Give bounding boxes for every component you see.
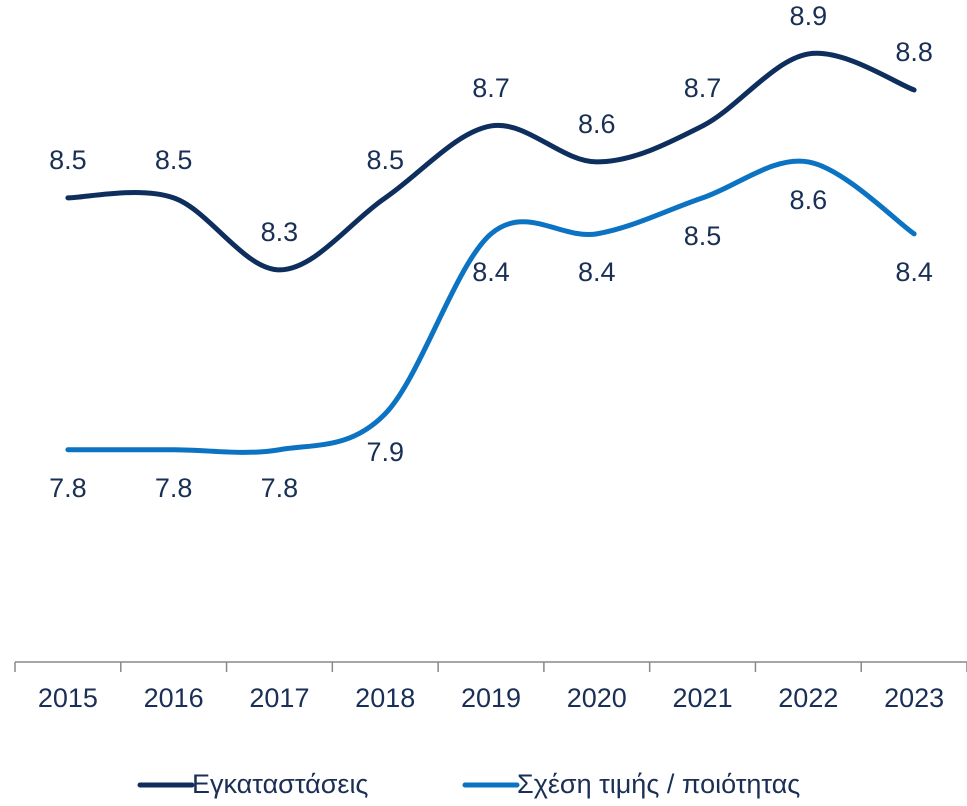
- data-label: 8.6: [578, 109, 616, 139]
- data-label: 8.4: [895, 257, 933, 287]
- data-label: 8.4: [472, 257, 510, 287]
- data-label: 8.7: [472, 73, 510, 103]
- x-tick-label: 2021: [673, 683, 733, 713]
- line: [65, 158, 917, 455]
- data-label: 7.8: [155, 473, 193, 503]
- x-tick-label: 2023: [884, 683, 944, 713]
- x-tick-label: 2018: [355, 683, 415, 713]
- x-tick-label: 2022: [778, 683, 838, 713]
- data-label: 8.8: [895, 37, 933, 67]
- legend-label: Σχέση τιμής / ποιότητας: [517, 769, 800, 799]
- data-label: 8.7: [684, 73, 722, 103]
- data-label: 8.5: [684, 221, 722, 251]
- x-tick-label: 2017: [249, 683, 309, 713]
- x-tick-label: 2016: [144, 683, 204, 713]
- data-label: 8.5: [49, 145, 87, 175]
- data-label: 7.8: [261, 473, 299, 503]
- x-tick-label: 2015: [38, 683, 98, 713]
- data-label: 8.5: [366, 145, 404, 175]
- legend-label: Εγκαταστάσεις: [192, 769, 368, 799]
- data-label: 8.6: [790, 185, 828, 215]
- data-label: 8.4: [578, 257, 616, 287]
- x-tick-label: 2019: [461, 683, 521, 713]
- data-label: 7.9: [366, 437, 404, 467]
- line: [65, 50, 917, 273]
- x-tick-label: 2020: [567, 683, 627, 713]
- data-label: 8.5: [155, 145, 193, 175]
- data-label: 8.3: [261, 217, 299, 247]
- data-label: 7.8: [49, 473, 87, 503]
- data-label: 8.9: [790, 1, 828, 31]
